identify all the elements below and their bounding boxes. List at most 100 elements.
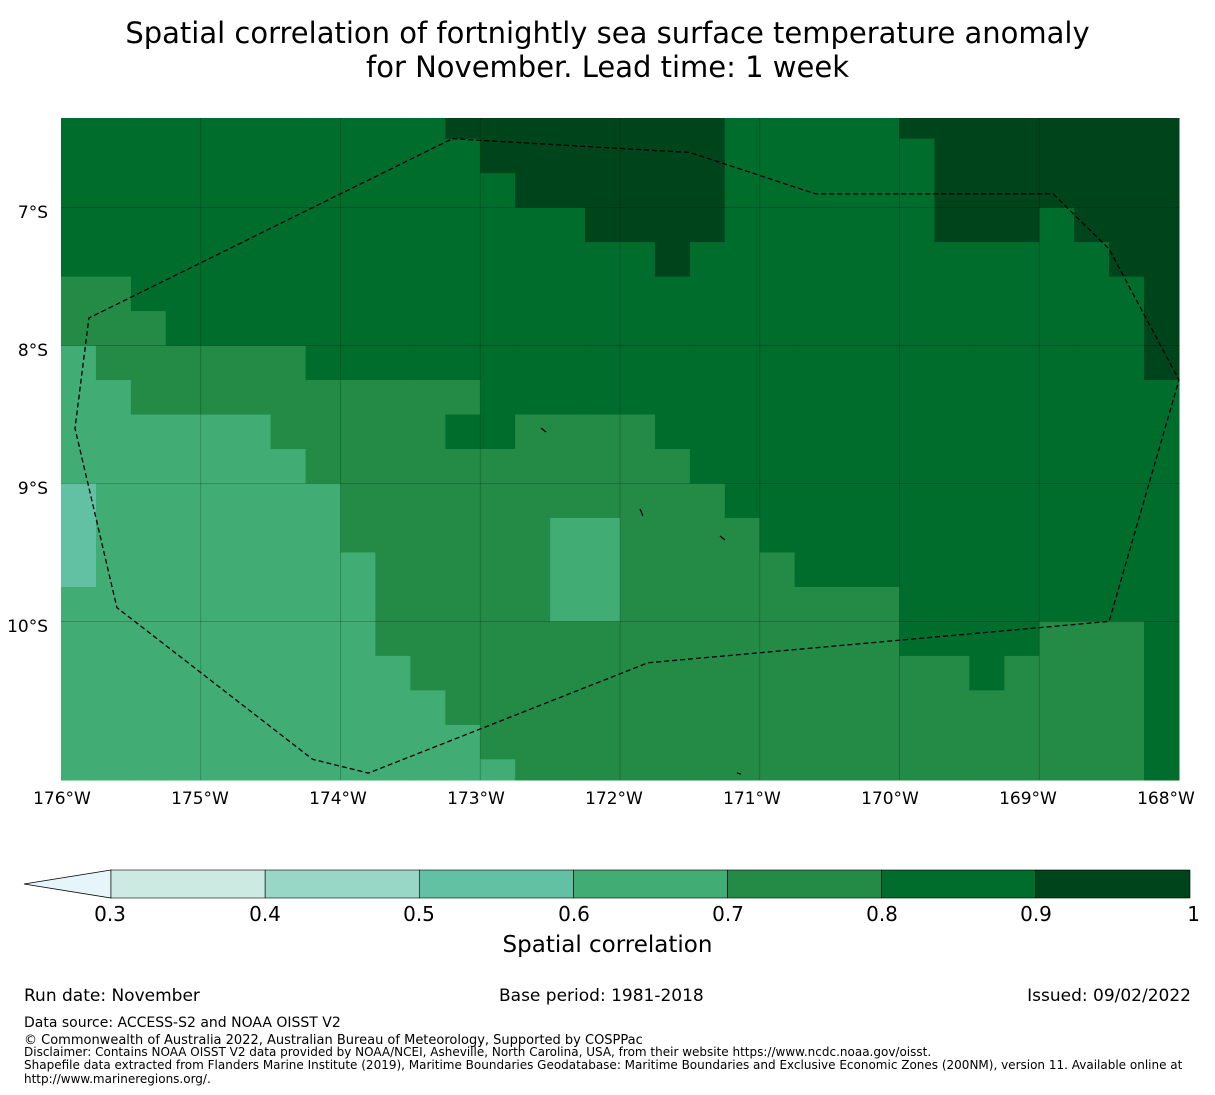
colorbar-segment: [1035, 869, 1191, 899]
grid-cell: [1074, 118, 1110, 243]
grid-cell: [724, 517, 761, 781]
grid-cell: [1144, 118, 1180, 381]
grid-cell: [1144, 621, 1180, 781]
grid-cell: [305, 483, 341, 781]
grid-cell: [515, 118, 551, 209]
grid-cell: [1039, 621, 1075, 781]
grid-cell: [899, 118, 935, 140]
grid-cell: [550, 414, 586, 519]
island-mark: [639, 508, 644, 517]
grid-cell: [1004, 242, 1040, 657]
grid-cell: [480, 449, 516, 760]
grid-cell: [1074, 242, 1110, 622]
map-title-line2: for November. Lead time: 1 week: [366, 50, 849, 84]
grid-cell: [1039, 207, 1075, 622]
grid-cell: [899, 655, 935, 781]
grid-cell: [515, 414, 551, 781]
grid-cell: [305, 118, 341, 381]
grid-cell: [480, 759, 516, 781]
grid-cell: [759, 118, 796, 553]
eez-boundary: [74, 138, 1180, 774]
grid-cell: [1109, 621, 1145, 781]
grid-cell: [689, 118, 726, 243]
grid-cell: [165, 118, 272, 347]
grid-cell: [61, 345, 97, 381]
islands: [540, 427, 742, 775]
colorbar-tick: 0.8: [866, 902, 898, 926]
colorbar-extend-arrow: [23, 869, 112, 899]
grid-cell: [480, 118, 516, 174]
grid-cell: [654, 118, 691, 278]
grid-cell: [270, 345, 307, 381]
lon-label-176w: 176°W: [33, 789, 91, 809]
grid-cell: [550, 621, 586, 781]
grid-cell: [654, 449, 691, 781]
grid-cell: [585, 621, 621, 781]
grid-cell: [550, 207, 586, 416]
lat-label-10s: 10°S: [7, 617, 48, 637]
data-source: Data source: ACCESS-S2 and NOAA OISST V2: [24, 1015, 341, 1031]
grid-cell: [410, 690, 446, 781]
colorbar-tick: 0.9: [1020, 902, 1052, 926]
colorbar-label: Spatial correlation: [502, 932, 713, 958]
grid-cell: [95, 380, 132, 781]
grid-cell: [410, 380, 446, 691]
grid-cell: [165, 345, 272, 416]
grid-cell: [165, 414, 272, 781]
colorbar-tick: 1: [1187, 902, 1200, 926]
graticule: [61, 118, 1179, 780]
island-mark: [540, 427, 547, 433]
colorbar: [23, 869, 1191, 899]
island-mark: [719, 535, 726, 541]
grid-cell: [969, 242, 1005, 691]
grid-cell: [1004, 118, 1040, 243]
lon-label-168w: 168°W: [1137, 789, 1195, 809]
grid-cell: [585, 517, 621, 622]
lon-label-175w: 175°W: [171, 789, 229, 809]
lon-label-170w: 170°W: [861, 789, 919, 809]
grid-cell: [620, 414, 656, 781]
grid-cell: [445, 380, 481, 416]
lon-label-174w: 174°W: [309, 789, 367, 809]
grid-cell: [95, 345, 132, 381]
grid-cell: [130, 345, 167, 416]
island-mark: [736, 772, 742, 775]
copyright: © Commonwealth of Australia 2022, Austra…: [24, 1033, 643, 1048]
grid-cell: [445, 449, 481, 726]
grid-cell: [445, 724, 481, 781]
grid-cell: [794, 586, 831, 781]
grid-cell: [340, 118, 376, 381]
grid-cell: [375, 655, 411, 781]
lat-label-9s: 9°S: [17, 479, 48, 499]
grid-cell: [585, 118, 621, 243]
grid-cell: [620, 118, 656, 243]
grid-cell: [1109, 276, 1145, 622]
grid-cell: [61, 483, 97, 588]
colorbar-tick: 0.4: [249, 902, 281, 926]
grid-cell: [585, 242, 621, 416]
grid-cell: [759, 552, 796, 781]
grid-cell: [1074, 621, 1110, 781]
grid-cell: [829, 118, 900, 588]
grid-cell: [1109, 118, 1145, 278]
grid-cell: [689, 483, 726, 781]
grid-cell: [375, 118, 411, 381]
grid-cell: [340, 380, 376, 553]
lon-label-172w: 172°W: [585, 789, 643, 809]
grid-cell: [480, 414, 516, 450]
colorbar-tick: 0.5: [403, 902, 435, 926]
grid-cell: [620, 242, 656, 416]
lon-label-171w: 171°W: [723, 789, 781, 809]
colorbar-segment: [264, 869, 420, 899]
grid-cell: [340, 552, 376, 781]
colorbar-segment: [418, 869, 574, 899]
grid-cell: [270, 449, 307, 781]
disclaimer: Disclaimer: Contains NOAA OISST V2 data …: [24, 1045, 932, 1059]
lon-label-169w: 169°W: [999, 789, 1057, 809]
colorbar-segment: [573, 869, 728, 899]
grid-cell: [270, 118, 307, 347]
grid-cell: [130, 311, 167, 347]
grid-cell: [515, 207, 551, 416]
correlation-grid: [61, 118, 1180, 781]
run-date: Run date: November: [24, 986, 200, 1006]
